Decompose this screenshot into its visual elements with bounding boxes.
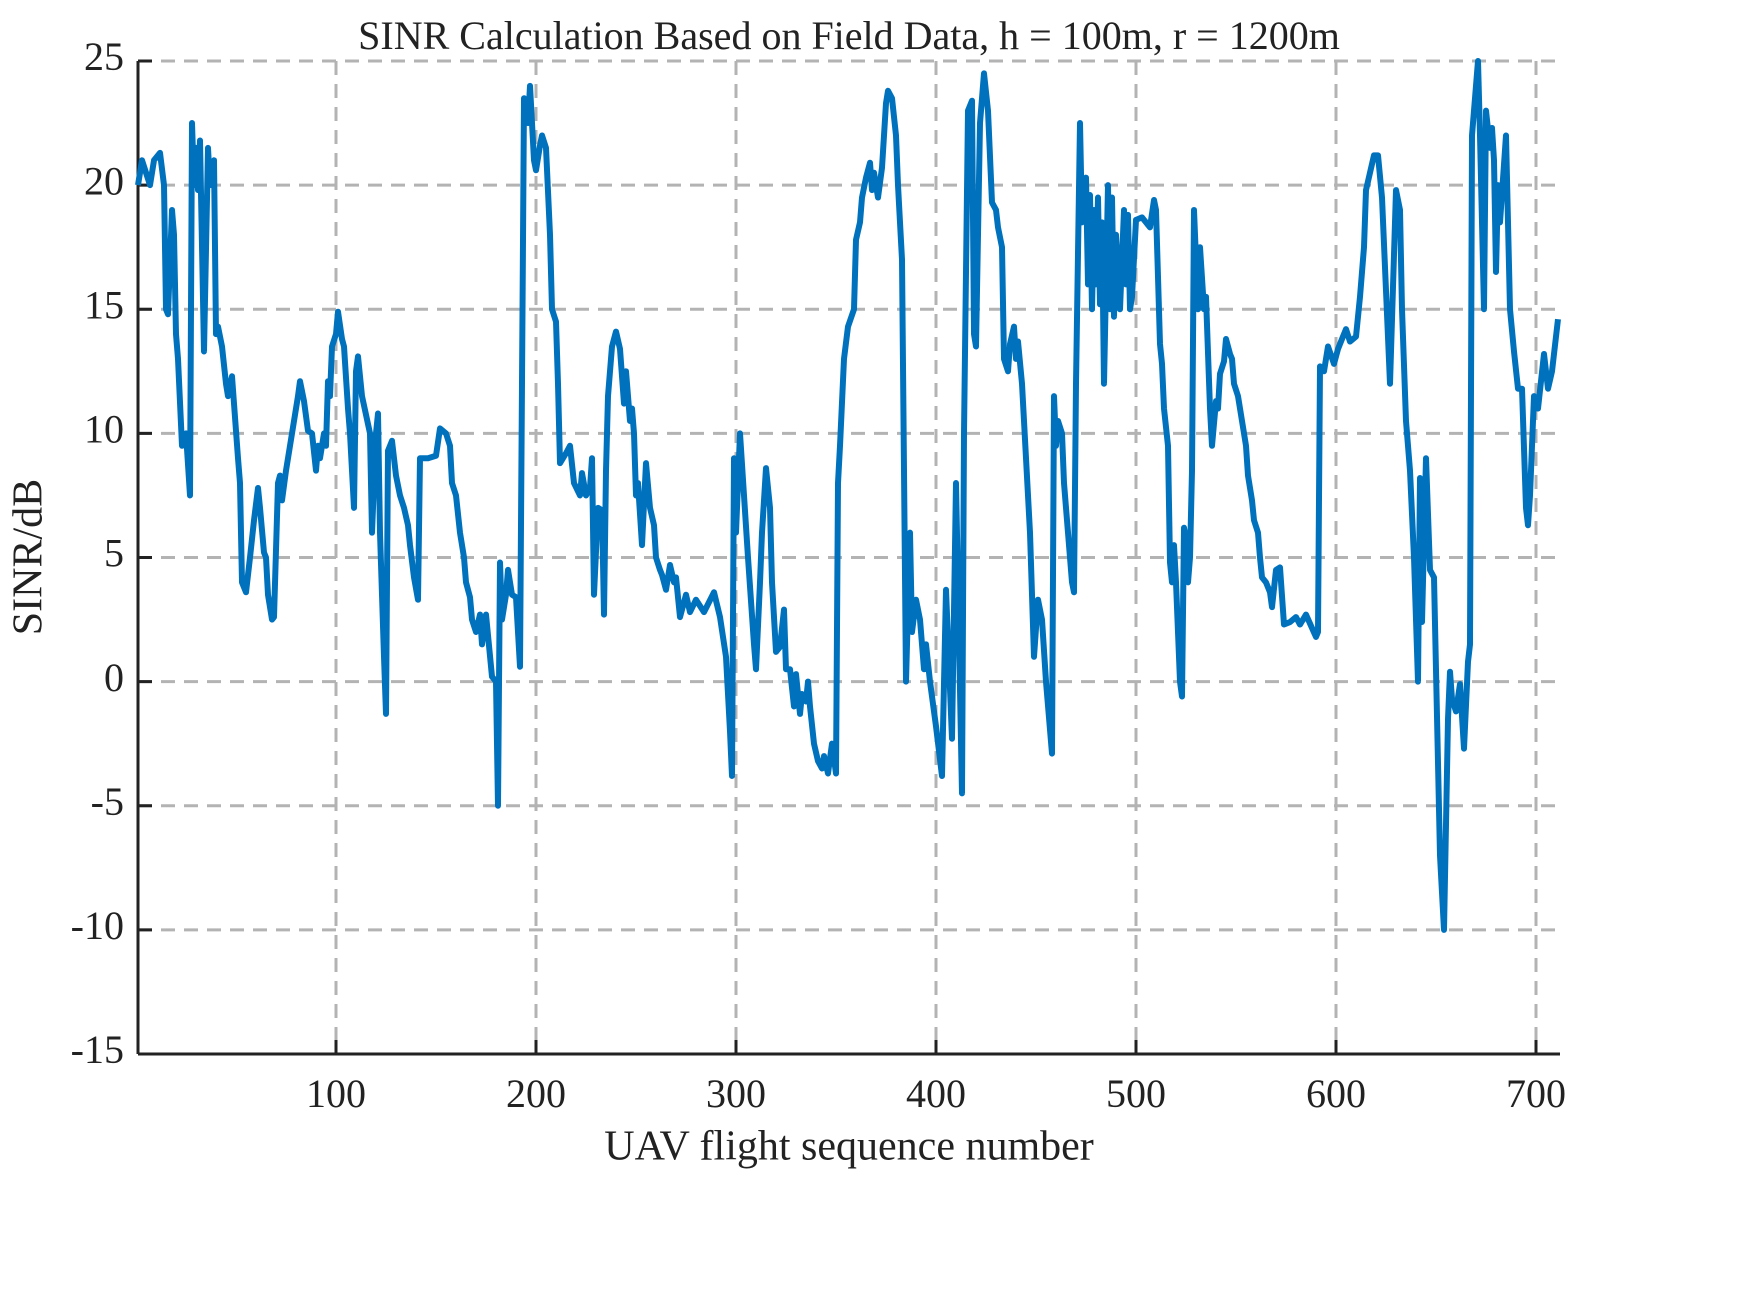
x-tick-label: 300 (706, 1071, 766, 1116)
y-tick-label: -15 (71, 1027, 124, 1072)
y-axis-label: SINR/dB (6, 479, 52, 635)
x-tick-label: 200 (506, 1071, 566, 1116)
x-tick-label: 500 (1106, 1071, 1166, 1116)
y-tick-label: -5 (91, 779, 124, 824)
y-tick-label: 5 (104, 531, 124, 576)
x-tick-label: 700 (1506, 1071, 1566, 1116)
y-tick-label: 0 (104, 655, 124, 700)
y-tick-label: 15 (84, 282, 124, 327)
x-axis-label: UAV flight sequence number (604, 1124, 1094, 1170)
y-tick-label: -10 (71, 903, 124, 948)
chart-title: SINR Calculation Based on Field Data, h … (358, 13, 1340, 58)
y-tick-label: 10 (84, 407, 124, 452)
x-tick-label: 600 (1306, 1071, 1366, 1116)
x-tick-label: 400 (906, 1071, 966, 1116)
data-line (135, 58, 1561, 933)
x-tick-label: 100 (306, 1071, 366, 1116)
y-tick-label: 25 (84, 34, 124, 79)
y-tick-label: 20 (84, 158, 124, 203)
